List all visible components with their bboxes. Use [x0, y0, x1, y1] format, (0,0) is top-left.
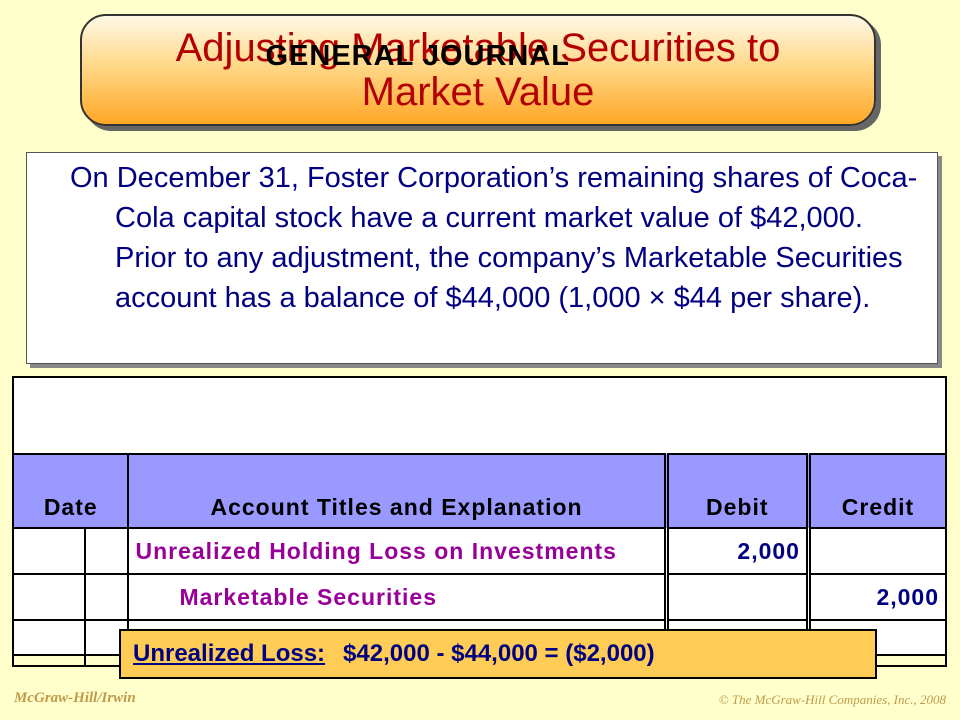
date-cell — [11, 573, 130, 621]
date-cell — [11, 619, 130, 667]
account-cell: Unrealized Holding Loss on Investments — [127, 527, 668, 575]
header-debit: Debit — [663, 453, 810, 529]
header-date: Date — [11, 453, 130, 529]
publisher-footer: McGraw-Hill/Irwin — [14, 690, 136, 706]
loss-formula: $42,000 - $44,000 = ($2,000) — [343, 640, 655, 667]
journal-row: Unrealized Holding Loss on Investments 2… — [11, 527, 947, 575]
journal-title: GENERAL JOURNAL — [265, 40, 570, 72]
journal-header-row: Date Account Titles and Explanation Debi… — [11, 453, 947, 529]
description-box — [26, 152, 938, 364]
debit-cell — [663, 573, 810, 621]
header-account: Account Titles and Explanation — [127, 453, 668, 529]
title-banner: Adjusting Marketable Securities to Marke… — [80, 14, 876, 126]
account-cell: Marketable Securities — [127, 573, 668, 621]
unrealized-loss-note: Unrealized Loss: $42,000 - $44,000 = ($2… — [119, 629, 877, 679]
slide-title: Adjusting Marketable Securities to Marke… — [175, 26, 781, 114]
loss-label: Unrealized Loss: — [133, 640, 326, 667]
description-text: On December 31, Foster Corporation’s rem… — [70, 162, 918, 314]
header-credit: Credit — [805, 453, 947, 529]
date-cell — [11, 527, 130, 575]
credit-cell — [805, 527, 947, 575]
copyright-footer: © The McGraw-Hill Companies, Inc., 2008 — [718, 692, 946, 707]
debit-cell: 2,000 — [663, 527, 810, 575]
journal-row: Marketable Securities 2,000 — [11, 573, 947, 621]
credit-cell: 2,000 — [805, 573, 947, 621]
